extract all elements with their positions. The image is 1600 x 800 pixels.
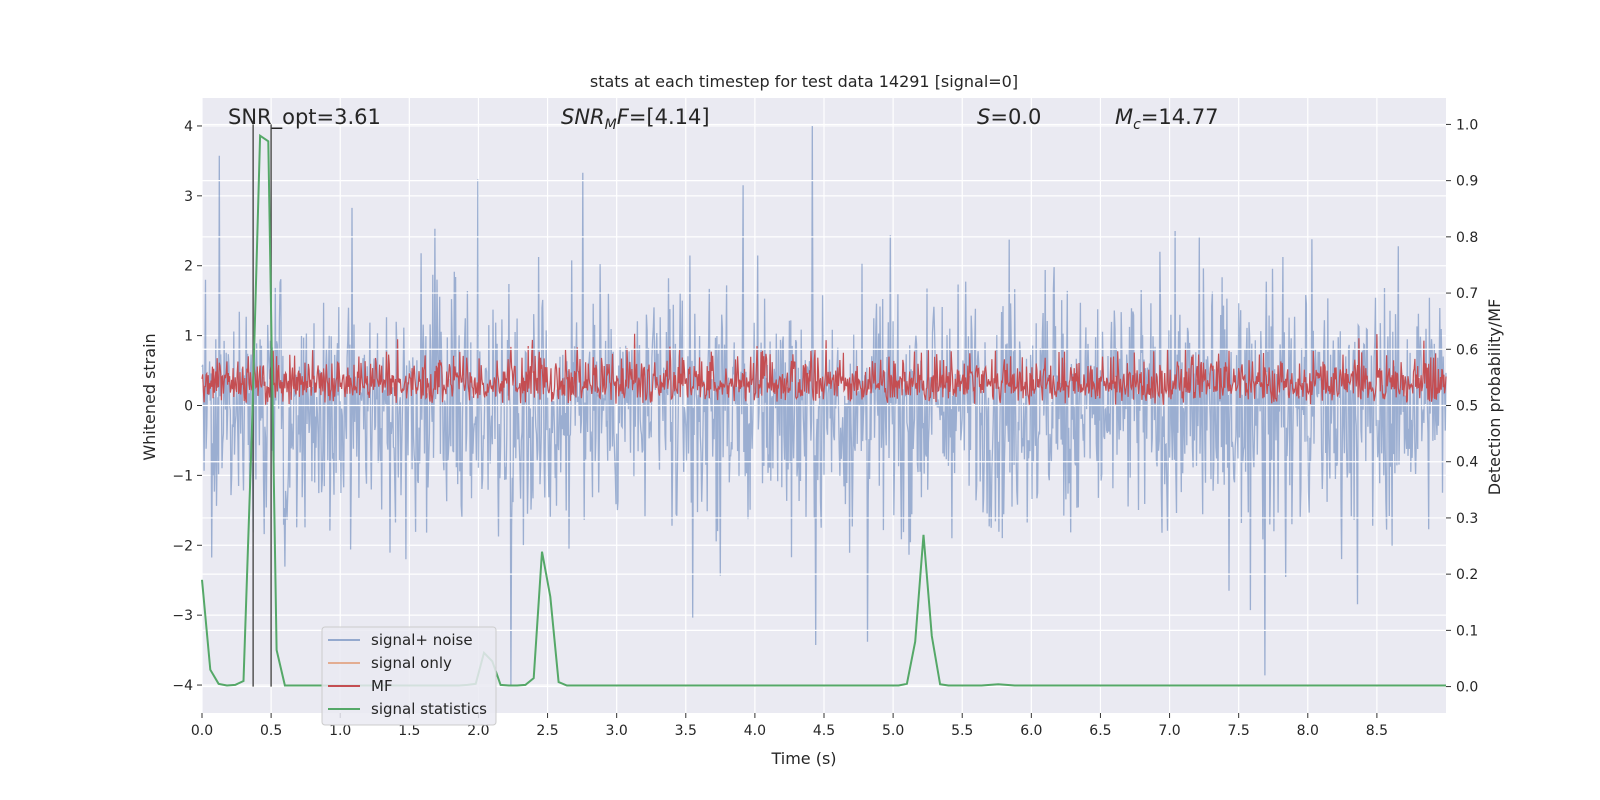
annotation-snr-mf-sub: M xyxy=(605,117,617,133)
chart-title: stats at each timestep for test data 142… xyxy=(590,72,1018,91)
x-axis-label: Time (s) xyxy=(770,749,836,768)
annotation-s-italic: S xyxy=(977,105,990,129)
annotation-snr-mf: SNRMF=[4.14] xyxy=(561,105,710,133)
legend-box xyxy=(321,626,497,726)
annotation-snr-opt: SNR_opt=3.61 xyxy=(228,105,381,130)
y2-tick-label: 0.2 xyxy=(1456,567,1478,583)
x-tick-label: 3.5 xyxy=(675,723,697,739)
y-axis-ticks: −4 −3 −2 −1 0 1 2 3 4 xyxy=(172,119,202,694)
legend-label-signal-statistics: signal statistics xyxy=(371,700,487,718)
x-tick-label: 7.5 xyxy=(1228,723,1250,739)
y-tick-label: 2 xyxy=(184,259,193,275)
annotation-snr-mf-value: =[4.14] xyxy=(629,105,710,129)
y-tick-label: 0 xyxy=(184,399,193,415)
x-tick-label: 6.0 xyxy=(1020,723,1042,739)
legend: signal+ noise signal only MF signal stat… xyxy=(321,626,497,726)
annotation-snr-mf-prefix: SNR xyxy=(561,105,605,129)
x-tick-label: 2.0 xyxy=(467,723,489,739)
y-tick-label: 3 xyxy=(184,189,193,205)
x-tick-label: 2.5 xyxy=(536,723,558,739)
series-signal-noise xyxy=(201,125,1447,686)
y2-tick-label: 0.9 xyxy=(1456,174,1478,190)
y-axis-label: Whitened strain xyxy=(140,333,159,460)
y-tick-label: −4 xyxy=(172,678,193,694)
x-tick-label: 0.5 xyxy=(260,723,282,739)
signal-noise-line xyxy=(201,125,1447,686)
x-tick-label: 3.0 xyxy=(606,723,628,739)
annotation-s-value: =0.0 xyxy=(990,105,1041,129)
x-tick-label: 5.5 xyxy=(951,723,973,739)
x-axis-ticks: 0.0 0.5 1.0 1.5 2.0 2.5 3.0 3.5 4.0 4.5 5.0 5.5 6.0 6… xyxy=(191,713,1388,739)
y2-axis-label: Detection probability/MF xyxy=(1485,299,1504,496)
legend-label-signal-only: signal only xyxy=(371,654,452,672)
y-tick-label: −3 xyxy=(172,608,193,624)
y2-tick-label: 0.6 xyxy=(1456,342,1478,358)
x-tick-label: 8.0 xyxy=(1297,723,1319,739)
legend-label-mf: MF xyxy=(371,677,393,695)
annotation-s: S=0.0 xyxy=(977,105,1041,129)
y-tick-label: −1 xyxy=(172,468,193,484)
y2-tick-label: 0.1 xyxy=(1456,623,1478,639)
x-tick-label: 5.0 xyxy=(882,723,904,739)
y-tick-label: −2 xyxy=(172,538,193,554)
annotation-mc-sub: c xyxy=(1133,117,1141,133)
y-tick-label: 1 xyxy=(184,329,193,345)
x-tick-label: 1.0 xyxy=(329,723,351,739)
x-tick-label: 0.0 xyxy=(191,723,213,739)
annotation-mc-italic: M xyxy=(1115,105,1133,129)
y2-tick-label: 0.7 xyxy=(1456,286,1478,302)
y2-tick-label: 0.5 xyxy=(1456,399,1478,415)
x-tick-label: 1.5 xyxy=(398,723,420,739)
series-mf xyxy=(201,333,1447,406)
x-tick-label: 6.5 xyxy=(1089,723,1111,739)
y2-tick-label: 1.0 xyxy=(1456,117,1478,133)
y2-tick-label: 0.8 xyxy=(1456,230,1478,246)
y2-tick-label: 0.0 xyxy=(1456,680,1478,696)
y2-tick-label: 0.4 xyxy=(1456,455,1478,471)
y2-tick-label: 0.3 xyxy=(1456,511,1478,527)
x-tick-label: 4.5 xyxy=(813,723,835,739)
signal-statistics-line xyxy=(201,133,1446,687)
mf-line xyxy=(201,333,1447,406)
y2-axis-ticks: 0.0 0.1 0.2 0.3 0.4 0.5 0.6 0.7 0.8 0.9 1.0 xyxy=(1446,117,1478,696)
x-tick-label: 8.5 xyxy=(1366,723,1388,739)
x-tick-label: 4.0 xyxy=(744,723,766,739)
y-tick-label: 4 xyxy=(184,119,193,135)
legend-label-signal-noise: signal+ noise xyxy=(371,631,473,649)
annotation-snr-mf-suffix-italic: F xyxy=(617,105,630,129)
annotation-mc-value: =14.77 xyxy=(1141,105,1219,129)
series-signal-statistics xyxy=(201,133,1446,687)
annotation-mc: Mc=14.77 xyxy=(1115,105,1219,133)
x-tick-label: 7.0 xyxy=(1158,723,1180,739)
